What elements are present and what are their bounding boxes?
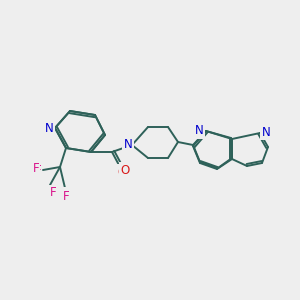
Text: F: F (63, 190, 69, 202)
Text: N: N (195, 124, 203, 137)
Text: F: F (35, 164, 41, 176)
Text: F: F (49, 187, 55, 200)
Text: N: N (124, 140, 132, 152)
Text: N: N (124, 139, 132, 152)
Text: N: N (45, 122, 53, 134)
Text: O: O (120, 164, 130, 176)
Text: F: F (33, 163, 39, 176)
Text: O: O (117, 166, 127, 178)
Text: F: F (50, 187, 56, 200)
Text: N: N (262, 125, 270, 139)
Text: F: F (62, 188, 68, 202)
